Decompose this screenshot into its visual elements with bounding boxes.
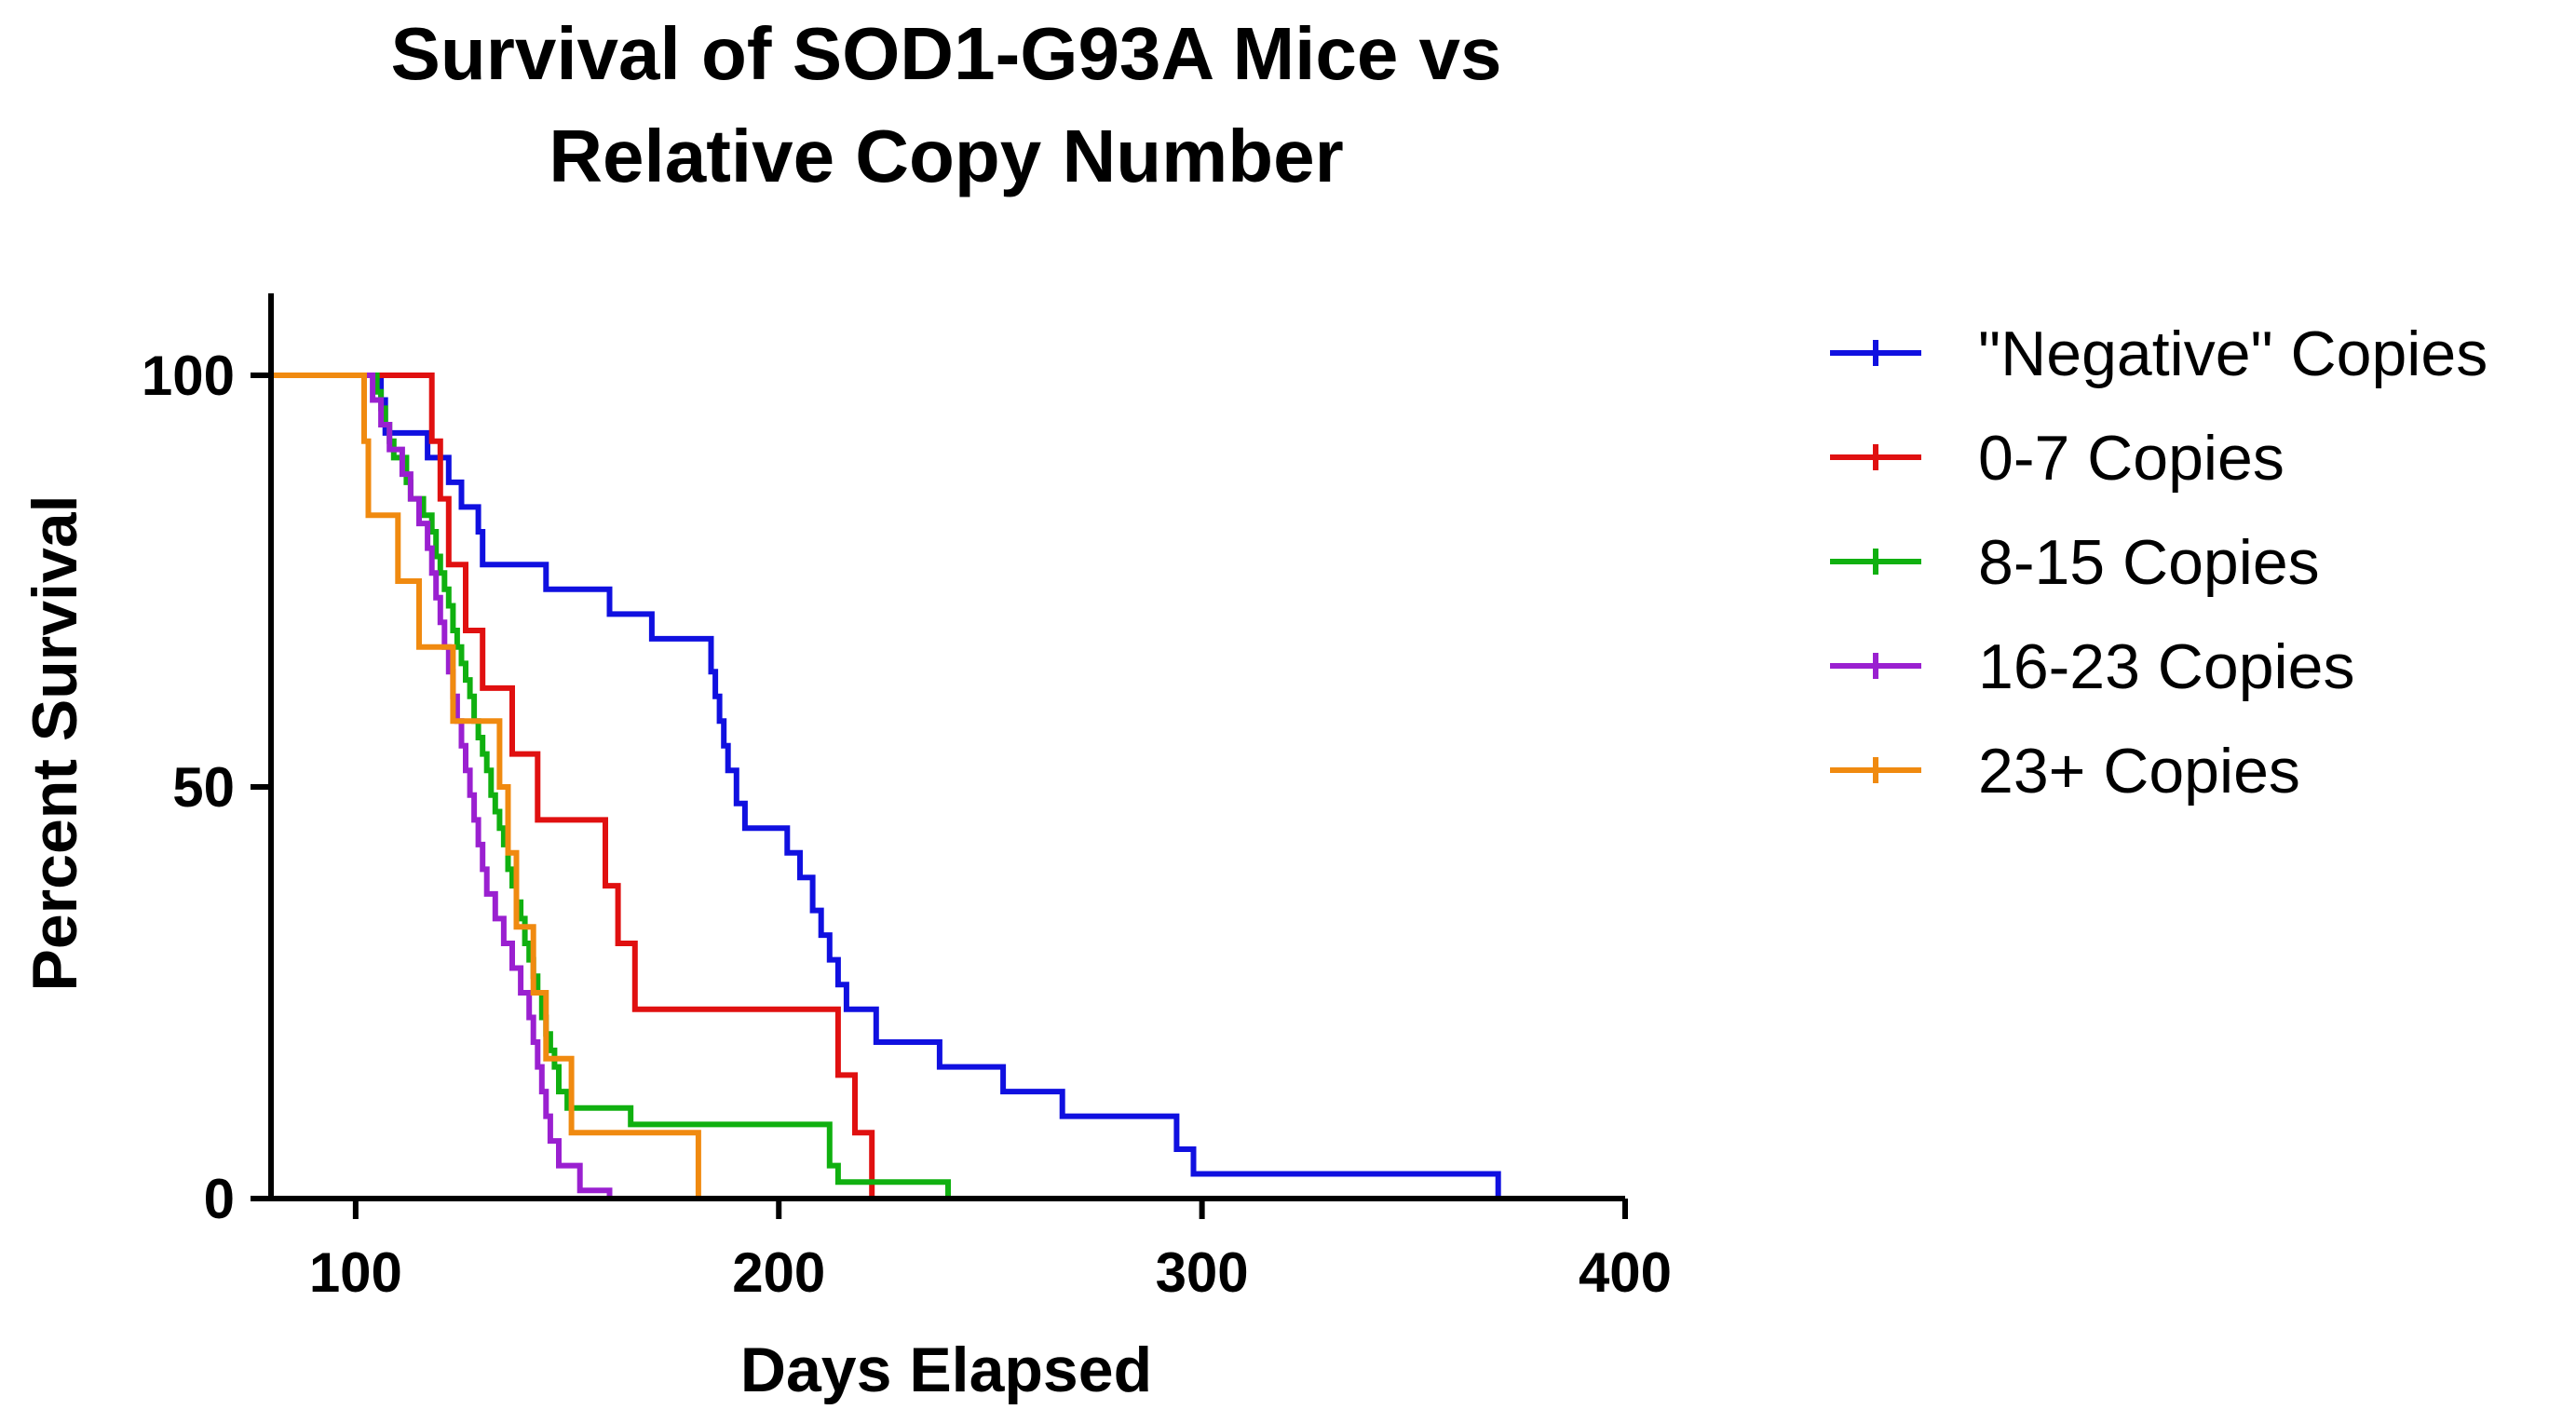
y-axis-ticks: 0 50 100 (142, 345, 271, 1230)
y-tick-label: 100 (142, 345, 235, 407)
legend-item: 8-15 Copies (1830, 527, 2320, 598)
x-tick-label: 400 (1579, 1241, 1672, 1304)
chart-title: Survival of SOD1-G93A Mice vs Relative C… (390, 12, 1501, 197)
legend-item: 23+ Copies (1830, 736, 2300, 806)
legend-label: 0-7 Copies (1978, 423, 2285, 494)
y-tick-label: 50 (172, 756, 235, 819)
legend-label: "Negative" Copies (1978, 318, 2488, 389)
series-line-4 (271, 373, 701, 1199)
legend-label: 16-23 Copies (1978, 631, 2354, 702)
series-line-1 (271, 373, 875, 1199)
legend: "Negative" Copies 0-7 Copies 8-15 Copies 16… (1830, 318, 2488, 806)
x-tick-label: 300 (1156, 1241, 1249, 1304)
x-axis-ticks: 100 200 300 400 (309, 1199, 1672, 1304)
legend-label: 8-15 Copies (1978, 527, 2320, 598)
legend-item: "Negative" Copies (1830, 318, 2488, 389)
chart-title-line-2: Relative Copy Number (549, 115, 1344, 197)
series-line-3 (271, 373, 613, 1199)
y-axis-title: Percent Survival (20, 495, 90, 992)
legend-item: 16-23 Copies (1830, 631, 2354, 702)
x-axis-title: Days Elapsed (740, 1335, 1152, 1405)
x-tick-label: 100 (309, 1241, 402, 1304)
legend-item: 0-7 Copies (1830, 423, 2285, 494)
legend-label: 23+ Copies (1978, 736, 2300, 806)
chart-title-line-1: Survival of SOD1-G93A Mice vs (390, 12, 1501, 95)
y-tick-label: 0 (204, 1168, 235, 1230)
plot-lines (271, 373, 1501, 1199)
x-tick-label: 200 (732, 1241, 825, 1304)
series-line-0 (271, 373, 1501, 1199)
